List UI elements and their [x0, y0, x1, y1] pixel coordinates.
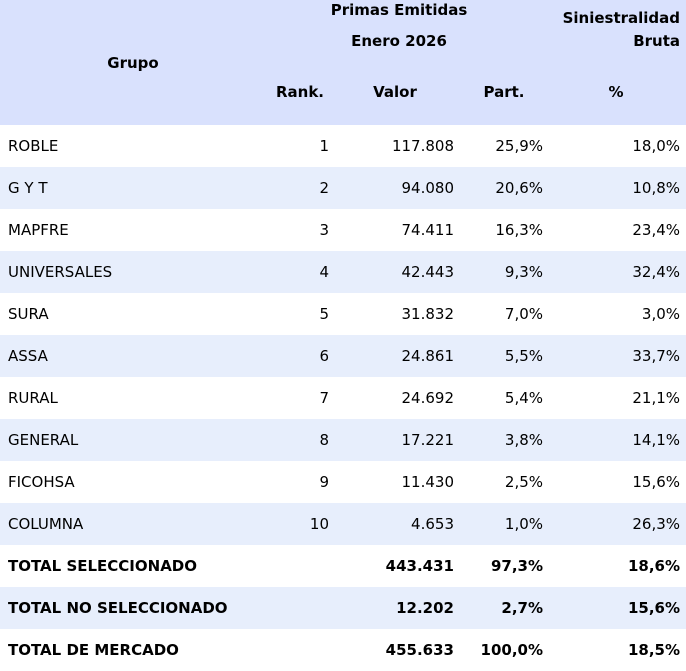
table-row: G Y T 2 94.080 20,6% 10,8% [0, 167, 686, 209]
siniestralidad-cell: 33,7% [546, 335, 686, 377]
table-row: ASSA 6 24.861 5,5% 33,7% [0, 335, 686, 377]
part-cell: 16,3% [458, 209, 547, 251]
grupo-cell: MAPFRE [0, 209, 252, 251]
total-label: TOTAL DE MERCADO [0, 629, 252, 671]
total-label: TOTAL SELECCIONADO [0, 545, 252, 587]
part-cell: 5,4% [458, 377, 547, 419]
valor-cell: 24.692 [332, 377, 458, 419]
rank-cell: 8 [252, 419, 332, 461]
header-primas-emitidas: Primas Emitidas [252, 0, 547, 23]
grupo-cell: GENERAL [0, 419, 252, 461]
header-siniestralidad-line2: Bruta [633, 31, 681, 50]
siniestralidad-cell: 15,6% [546, 461, 686, 503]
rank-cell: 9 [252, 461, 332, 503]
rank-cell: 7 [252, 377, 332, 419]
header-grupo: Grupo [0, 0, 252, 125]
valor-cell: 117.808 [332, 125, 458, 167]
header-siniestralidad-line1: Siniestralidad [562, 8, 681, 27]
siniestralidad-cell: 21,1% [546, 377, 686, 419]
table-row: COLUMNA 10 4.653 1,0% 26,3% [0, 503, 686, 545]
siniestralidad-cell: 23,4% [546, 209, 686, 251]
rank-cell: 3 [252, 209, 332, 251]
table-row: GENERAL 8 17.221 3,8% 14,1% [0, 419, 686, 461]
header-part: Part. [458, 58, 547, 125]
part-cell: 5,5% [458, 335, 547, 377]
total-siniestralidad: 15,6% [546, 587, 686, 629]
valor-cell: 17.221 [332, 419, 458, 461]
valor-cell: 42.443 [332, 251, 458, 293]
table-row: MAPFRE 3 74.411 16,3% 23,4% [0, 209, 686, 251]
grupo-cell: ASSA [0, 335, 252, 377]
part-cell: 20,6% [458, 167, 547, 209]
grupo-cell: FICOHSA [0, 461, 252, 503]
siniestralidad-cell: 18,0% [546, 125, 686, 167]
rank-cell-empty [252, 629, 332, 671]
total-part: 100,0% [458, 629, 547, 671]
siniestralidad-cell: 3,0% [546, 293, 686, 335]
valor-cell: 11.430 [332, 461, 458, 503]
total-row-no-seleccionado: TOTAL NO SELECCIONADO 12.202 2,7% 15,6% [0, 587, 686, 629]
valor-cell: 74.411 [332, 209, 458, 251]
total-row-mercado: TOTAL DE MERCADO 455.633 100,0% 18,5% [0, 629, 686, 671]
rank-cell-empty [252, 587, 332, 629]
grupo-cell: SURA [0, 293, 252, 335]
grupo-cell: RURAL [0, 377, 252, 419]
header-pct: % [546, 58, 686, 125]
valor-cell: 24.861 [332, 335, 458, 377]
total-siniestralidad: 18,5% [546, 629, 686, 671]
part-cell: 3,8% [458, 419, 547, 461]
total-part: 97,3% [458, 545, 547, 587]
total-siniestralidad: 18,6% [546, 545, 686, 587]
rank-cell: 1 [252, 125, 332, 167]
grupo-cell: UNIVERSALES [0, 251, 252, 293]
valor-cell: 4.653 [332, 503, 458, 545]
grupo-cell: ROBLE [0, 125, 252, 167]
siniestralidad-cell: 32,4% [546, 251, 686, 293]
part-cell: 7,0% [458, 293, 547, 335]
valor-cell: 31.832 [332, 293, 458, 335]
part-cell: 1,0% [458, 503, 547, 545]
table-row: ROBLE 1 117.808 25,9% 18,0% [0, 125, 686, 167]
rank-cell: 4 [252, 251, 332, 293]
rank-cell: 2 [252, 167, 332, 209]
header-period: Enero 2026 [252, 23, 547, 58]
table-row: SURA 5 31.832 7,0% 3,0% [0, 293, 686, 335]
total-part: 2,7% [458, 587, 547, 629]
valor-cell: 94.080 [332, 167, 458, 209]
header-valor: Valor [332, 58, 458, 125]
total-valor: 12.202 [332, 587, 458, 629]
part-cell: 9,3% [458, 251, 547, 293]
table-row: RURAL 7 24.692 5,4% 21,1% [0, 377, 686, 419]
grupo-cell: COLUMNA [0, 503, 252, 545]
siniestralidad-cell: 26,3% [546, 503, 686, 545]
table-header: Grupo Primas Emitidas Siniestralidad Bru… [0, 0, 686, 125]
grupo-cell: G Y T [0, 167, 252, 209]
total-row-seleccionado: TOTAL SELECCIONADO 443.431 97,3% 18,6% [0, 545, 686, 587]
rank-cell: 6 [252, 335, 332, 377]
header-siniestralidad: Siniestralidad Bruta [546, 0, 686, 58]
table-body: ROBLE 1 117.808 25,9% 18,0% G Y T 2 94.0… [0, 125, 686, 671]
rank-cell: 5 [252, 293, 332, 335]
part-cell: 25,9% [458, 125, 547, 167]
part-cell: 2,5% [458, 461, 547, 503]
table-row: UNIVERSALES 4 42.443 9,3% 32,4% [0, 251, 686, 293]
total-valor: 443.431 [332, 545, 458, 587]
rank-cell: 10 [252, 503, 332, 545]
table-row: FICOHSA 9 11.430 2,5% 15,6% [0, 461, 686, 503]
total-label: TOTAL NO SELECCIONADO [0, 587, 252, 629]
rank-cell-empty [252, 545, 332, 587]
siniestralidad-cell: 10,8% [546, 167, 686, 209]
total-valor: 455.633 [332, 629, 458, 671]
siniestralidad-cell: 14,1% [546, 419, 686, 461]
header-rank: Rank. [252, 58, 332, 125]
